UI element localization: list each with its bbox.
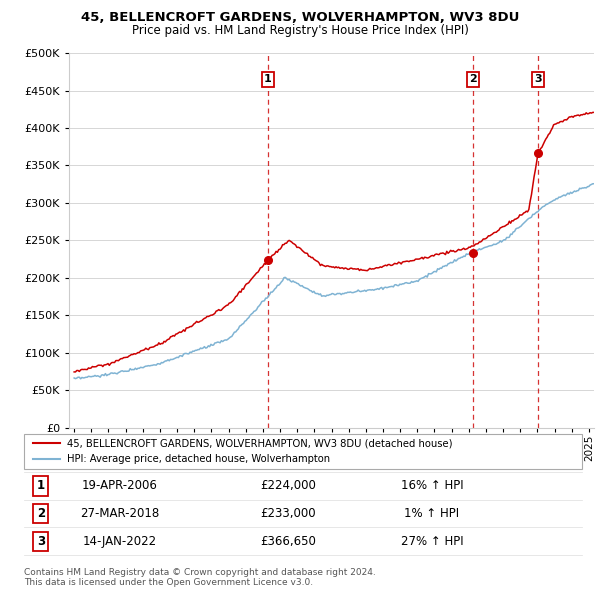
Text: £233,000: £233,000: [260, 507, 316, 520]
Text: 1: 1: [264, 74, 272, 84]
Text: 45, BELLENCROFT GARDENS, WOLVERHAMPTON, WV3 8DU: 45, BELLENCROFT GARDENS, WOLVERHAMPTON, …: [81, 11, 519, 24]
Text: HPI: Average price, detached house, Wolverhampton: HPI: Average price, detached house, Wolv…: [67, 454, 331, 464]
Text: 16% ↑ HPI: 16% ↑ HPI: [401, 479, 463, 493]
Text: 1% ↑ HPI: 1% ↑ HPI: [404, 507, 460, 520]
Text: 2: 2: [469, 74, 477, 84]
Text: 27% ↑ HPI: 27% ↑ HPI: [401, 535, 463, 548]
Text: 14-JAN-2022: 14-JAN-2022: [83, 535, 157, 548]
Text: Price paid vs. HM Land Registry's House Price Index (HPI): Price paid vs. HM Land Registry's House …: [131, 24, 469, 37]
Text: 27-MAR-2018: 27-MAR-2018: [80, 507, 160, 520]
Text: 3: 3: [37, 535, 45, 548]
Text: 1: 1: [37, 479, 45, 493]
Text: 45, BELLENCROFT GARDENS, WOLVERHAMPTON, WV3 8DU (detached house): 45, BELLENCROFT GARDENS, WOLVERHAMPTON, …: [67, 438, 453, 448]
Text: £366,650: £366,650: [260, 535, 316, 548]
Text: 2: 2: [37, 507, 45, 520]
Text: 3: 3: [534, 74, 542, 84]
Text: £224,000: £224,000: [260, 479, 316, 493]
Text: Contains HM Land Registry data © Crown copyright and database right 2024.
This d: Contains HM Land Registry data © Crown c…: [24, 568, 376, 587]
Text: 19-APR-2006: 19-APR-2006: [82, 479, 158, 493]
